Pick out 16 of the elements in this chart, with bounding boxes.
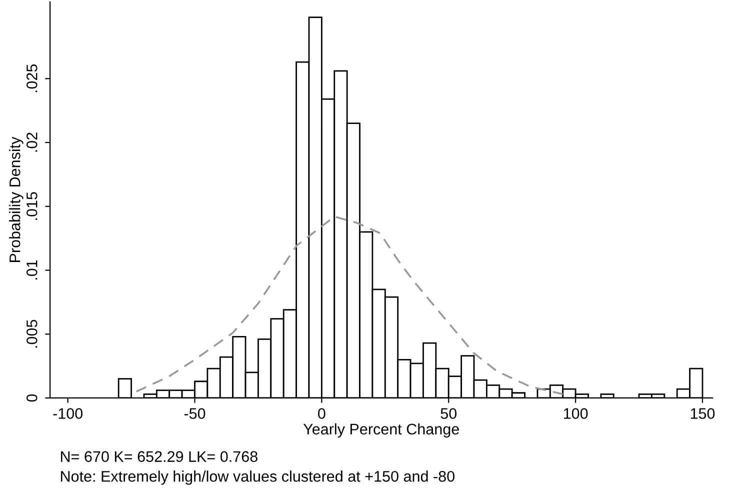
y-tick-label: .02	[26, 132, 38, 152]
y-tick-label: 0	[26, 394, 38, 402]
x-tick-label: -50	[184, 408, 206, 419]
y-tick-label: .015	[26, 192, 38, 220]
y-tick-label: .005	[26, 320, 38, 348]
y-tick-label: .01	[26, 260, 38, 280]
y-tick-label: .025	[26, 64, 38, 92]
text: N= 670 K= 652.29 LK= 0.768	[61, 451, 258, 462]
x-axis-title: Yearly Percent Change	[303, 423, 459, 438]
x-tick-label: 100	[564, 408, 588, 419]
y-axis-title: Probability Density	[9, 136, 24, 262]
x-tick-label: -100	[53, 408, 83, 419]
text: Note: Extremely high/low values clustered at +150 and -80	[61, 470, 454, 485]
x-tick-label: 150	[690, 408, 715, 419]
x-tick-label: 0	[318, 408, 326, 419]
x-tick-label: 50	[440, 408, 457, 419]
